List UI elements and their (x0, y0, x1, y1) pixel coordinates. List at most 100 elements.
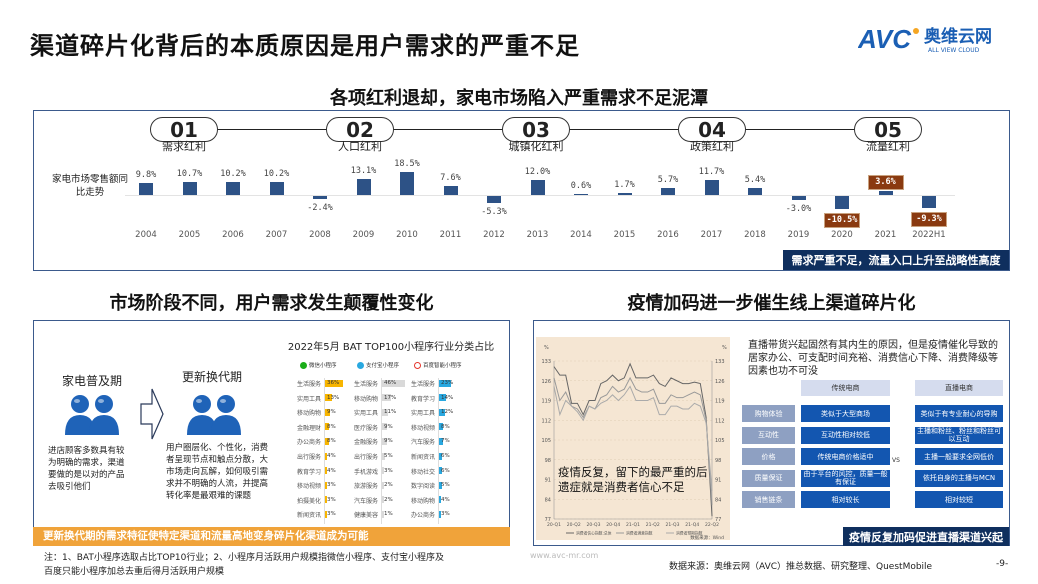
year-label: 2005 (178, 230, 201, 240)
category-bar (439, 481, 442, 489)
alipay-icon (357, 361, 364, 369)
category-name: 移动视频 (410, 424, 435, 432)
y-tick-label: 119 (715, 399, 725, 405)
category-name: 生活服务 (353, 381, 378, 388)
year-label: 2009 (352, 230, 375, 240)
category-bar (325, 481, 327, 489)
year-label: 2021 (874, 230, 897, 240)
y-tick-label: 119 (541, 399, 551, 405)
category-value: 11% (384, 409, 397, 416)
legend-label: 微信小程序 (309, 363, 337, 369)
category-bar (439, 423, 443, 431)
y-tick-label: 98 (545, 458, 551, 464)
bar-value-label: 0.6% (570, 181, 592, 192)
category-bar (439, 394, 446, 402)
row-dimension: 互动性 (742, 426, 795, 444)
bar-2005 (182, 181, 197, 195)
category-bar (382, 379, 405, 387)
traditional-cell: 由于平台的风控，质量一般有保证 (801, 469, 890, 487)
category-bar (382, 437, 387, 445)
category-value: 36% (327, 380, 340, 386)
x-tick-label: 20-Q4 (606, 522, 620, 528)
bar-value-label: 10.2% (220, 169, 246, 180)
footnote-1: 注：1、BAT小程序选取占比TOP10行业；2、小程序月活跃用户规模指微信小程序… (44, 553, 445, 563)
category-name: 旅游服务 (353, 483, 378, 491)
bar-2020 (835, 196, 849, 210)
bar-value-label: 5.4% (744, 175, 766, 186)
category-bar (325, 423, 329, 431)
category-value: 4% (327, 467, 336, 474)
category-name: 生活服务 (296, 381, 321, 388)
bar-2006 (226, 182, 240, 195)
category-name: 手机游戏 (353, 468, 378, 476)
phase-pill: 03 (502, 117, 570, 142)
category-name: 实用工具 (410, 410, 435, 418)
year-label: 2011 (439, 230, 462, 240)
category-value: 3% (327, 482, 336, 489)
bar-2015 (617, 192, 632, 195)
category-name: 金融理财 (296, 424, 321, 432)
left-headline: 市场阶段不同，用户需求发生颠覆性变化 (109, 293, 434, 314)
legend-label: 消费者满意指数 (626, 531, 653, 536)
year-label: 2018 (744, 230, 766, 240)
svg-text:AVC: AVC (858, 24, 912, 54)
bar-2009 (356, 178, 371, 195)
category-name: 办公商务 (410, 512, 435, 520)
category-value: 6% (441, 453, 450, 459)
legend-item: 支付宝小程序 (357, 361, 399, 369)
category-bar (439, 408, 445, 416)
category-value: 8% (327, 423, 336, 430)
year-label: 2017 (700, 230, 723, 240)
phase-label: 人口红利 (338, 140, 382, 153)
watermark: www.avc-mr.com (530, 551, 599, 560)
x-tick-label: 21-Q2 (646, 522, 660, 528)
category-bar (325, 452, 327, 460)
phase-pill: 05 (854, 117, 922, 142)
bar-value-label: 10.7% (176, 168, 203, 179)
col-header: 直播电商 (915, 380, 1003, 396)
category-value: 8% (327, 438, 336, 445)
category-bar (439, 452, 442, 460)
phase-pill: 01 (150, 117, 218, 142)
y-tick-label: 133 (715, 359, 725, 365)
legend-label: 支付宝小程序 (366, 363, 400, 369)
category-bar (325, 496, 327, 504)
category-value: 9% (384, 423, 393, 430)
category-bar (382, 423, 387, 431)
top-banner: 需求严重不足，流量入口上升至战略性高度 (783, 250, 1009, 270)
bar-2018 (748, 188, 762, 195)
row-dimension: 价格 (742, 448, 795, 466)
arrow-right-icon (140, 388, 164, 444)
wechat-icon (300, 361, 307, 369)
intro-text: 直播带货兴起固然有其内生的原因，但是疫情催化导致的居家办公、可支配时间充裕、消费… (748, 340, 998, 377)
users-icon (185, 393, 245, 439)
chart-overlay-text: 疫情反复，留下的最严重的后遗症就是消费者信心不足 (558, 465, 708, 494)
y-tick-label: 112 (541, 418, 551, 424)
x-tick-label: 21-Q3 (666, 522, 680, 528)
bar-value-label: -10.5% (824, 213, 860, 229)
category-bar (325, 408, 330, 416)
y-tick-label: 77 (715, 517, 721, 523)
category-name: 拍摄美化 (296, 497, 321, 505)
live-cell: 依托自身的主播与MCN (915, 469, 1003, 487)
phase-pill: 02 (326, 117, 394, 142)
category-name: 教育学习 (410, 395, 435, 403)
col-header: 传统电商 (801, 380, 890, 396)
category-name: 出行服务 (296, 454, 321, 461)
y-tick-label: 98 (715, 458, 721, 464)
year-label: 2014 (570, 230, 592, 240)
bar-value-label: 7.6% (440, 172, 461, 183)
bar-value-label: -2.4% (307, 203, 333, 213)
category-value: 7% (441, 438, 450, 445)
year-label: 2022H1 (912, 230, 946, 240)
bar-value-label: 11.7% (698, 167, 725, 178)
category-bar (439, 379, 451, 387)
mp-title: 2022年5月 BAT TOP100小程序行业分类占比 (287, 342, 495, 353)
x-tick-label: 20-Q1 (547, 522, 561, 528)
footnote-2: 百度只能小程序加总去重后得月活跃用户规模 (44, 567, 225, 577)
y-tick-label: 91 (545, 478, 551, 484)
stage1-desc: 进店顾客多数具有较为明确的需求，渠道要做的是以对的产品去吸引他们 (48, 446, 125, 492)
y-unit: % (544, 345, 549, 351)
category-bar (439, 510, 441, 518)
category-value: 12% (441, 409, 454, 416)
